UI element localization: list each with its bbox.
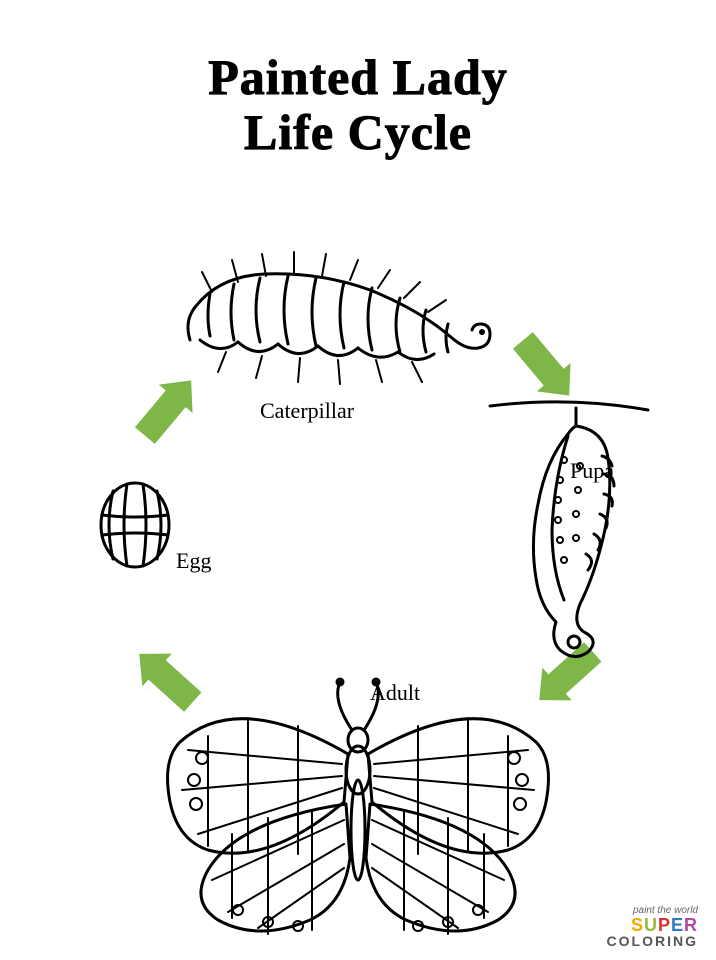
label-pupa: Pupa xyxy=(570,458,614,484)
label-caterpillar: Caterpillar xyxy=(260,398,354,424)
adult-drawing xyxy=(168,679,549,934)
watermark: paint the world SUPER COLORING xyxy=(607,906,698,948)
watermark-line3: COLORING xyxy=(607,934,698,948)
label-adult: Adult xyxy=(370,680,420,706)
egg-drawing xyxy=(101,483,169,567)
watermark-line2: SUPER xyxy=(607,916,698,934)
pupa-drawing xyxy=(490,402,648,657)
caterpillar-drawing xyxy=(188,252,490,384)
label-egg: Egg xyxy=(176,548,211,574)
page: { "diagram": { "type": "cycle", "title_l… xyxy=(0,0,716,960)
